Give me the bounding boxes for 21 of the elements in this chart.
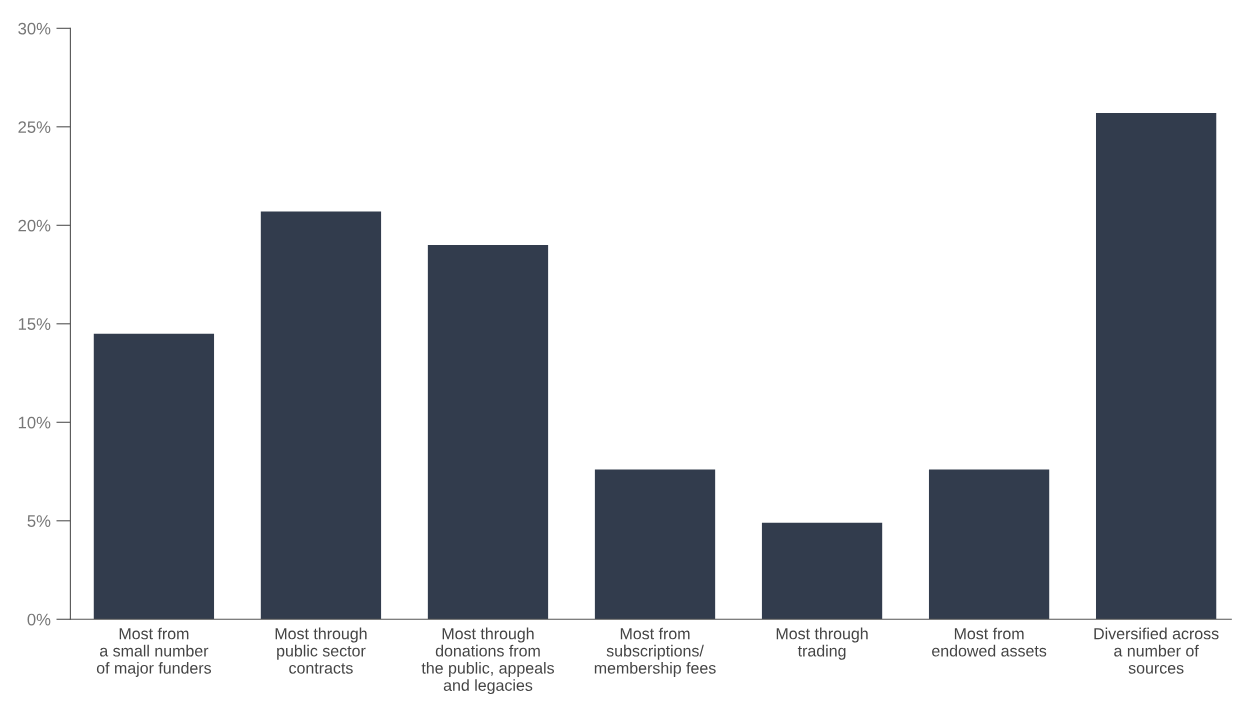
y-tick-label: 0% — [27, 613, 51, 626]
bar — [761, 522, 883, 620]
x-tick-label: Diversified across a number of sources — [1094, 627, 1219, 674]
y-tick-label: 30% — [18, 22, 51, 35]
bar — [928, 469, 1050, 620]
x-tick-label: Most through trading — [776, 627, 868, 660]
x-tick-label: Most from subscriptions/ membership fees — [594, 627, 716, 677]
y-tick-label: 10% — [18, 416, 51, 429]
bar — [1096, 113, 1217, 620]
bar — [260, 211, 382, 620]
x-tick-label: Most from a small number of major funders — [96, 627, 212, 677]
x-tick-label: Most through donations from the public, appeals and legacies — [421, 627, 555, 695]
bar — [594, 469, 716, 620]
y-tick-label: 15% — [18, 318, 51, 330]
y-tick-label: 25% — [18, 121, 51, 134]
bar — [427, 245, 549, 620]
bar — [93, 333, 215, 620]
y-tick-label: 20% — [18, 219, 51, 232]
x-tick-label: Most through public sector contracts — [275, 627, 367, 674]
x-tick-label: Most from endowed assets — [932, 627, 1047, 657]
y-tick-label: 5% — [27, 515, 51, 527]
